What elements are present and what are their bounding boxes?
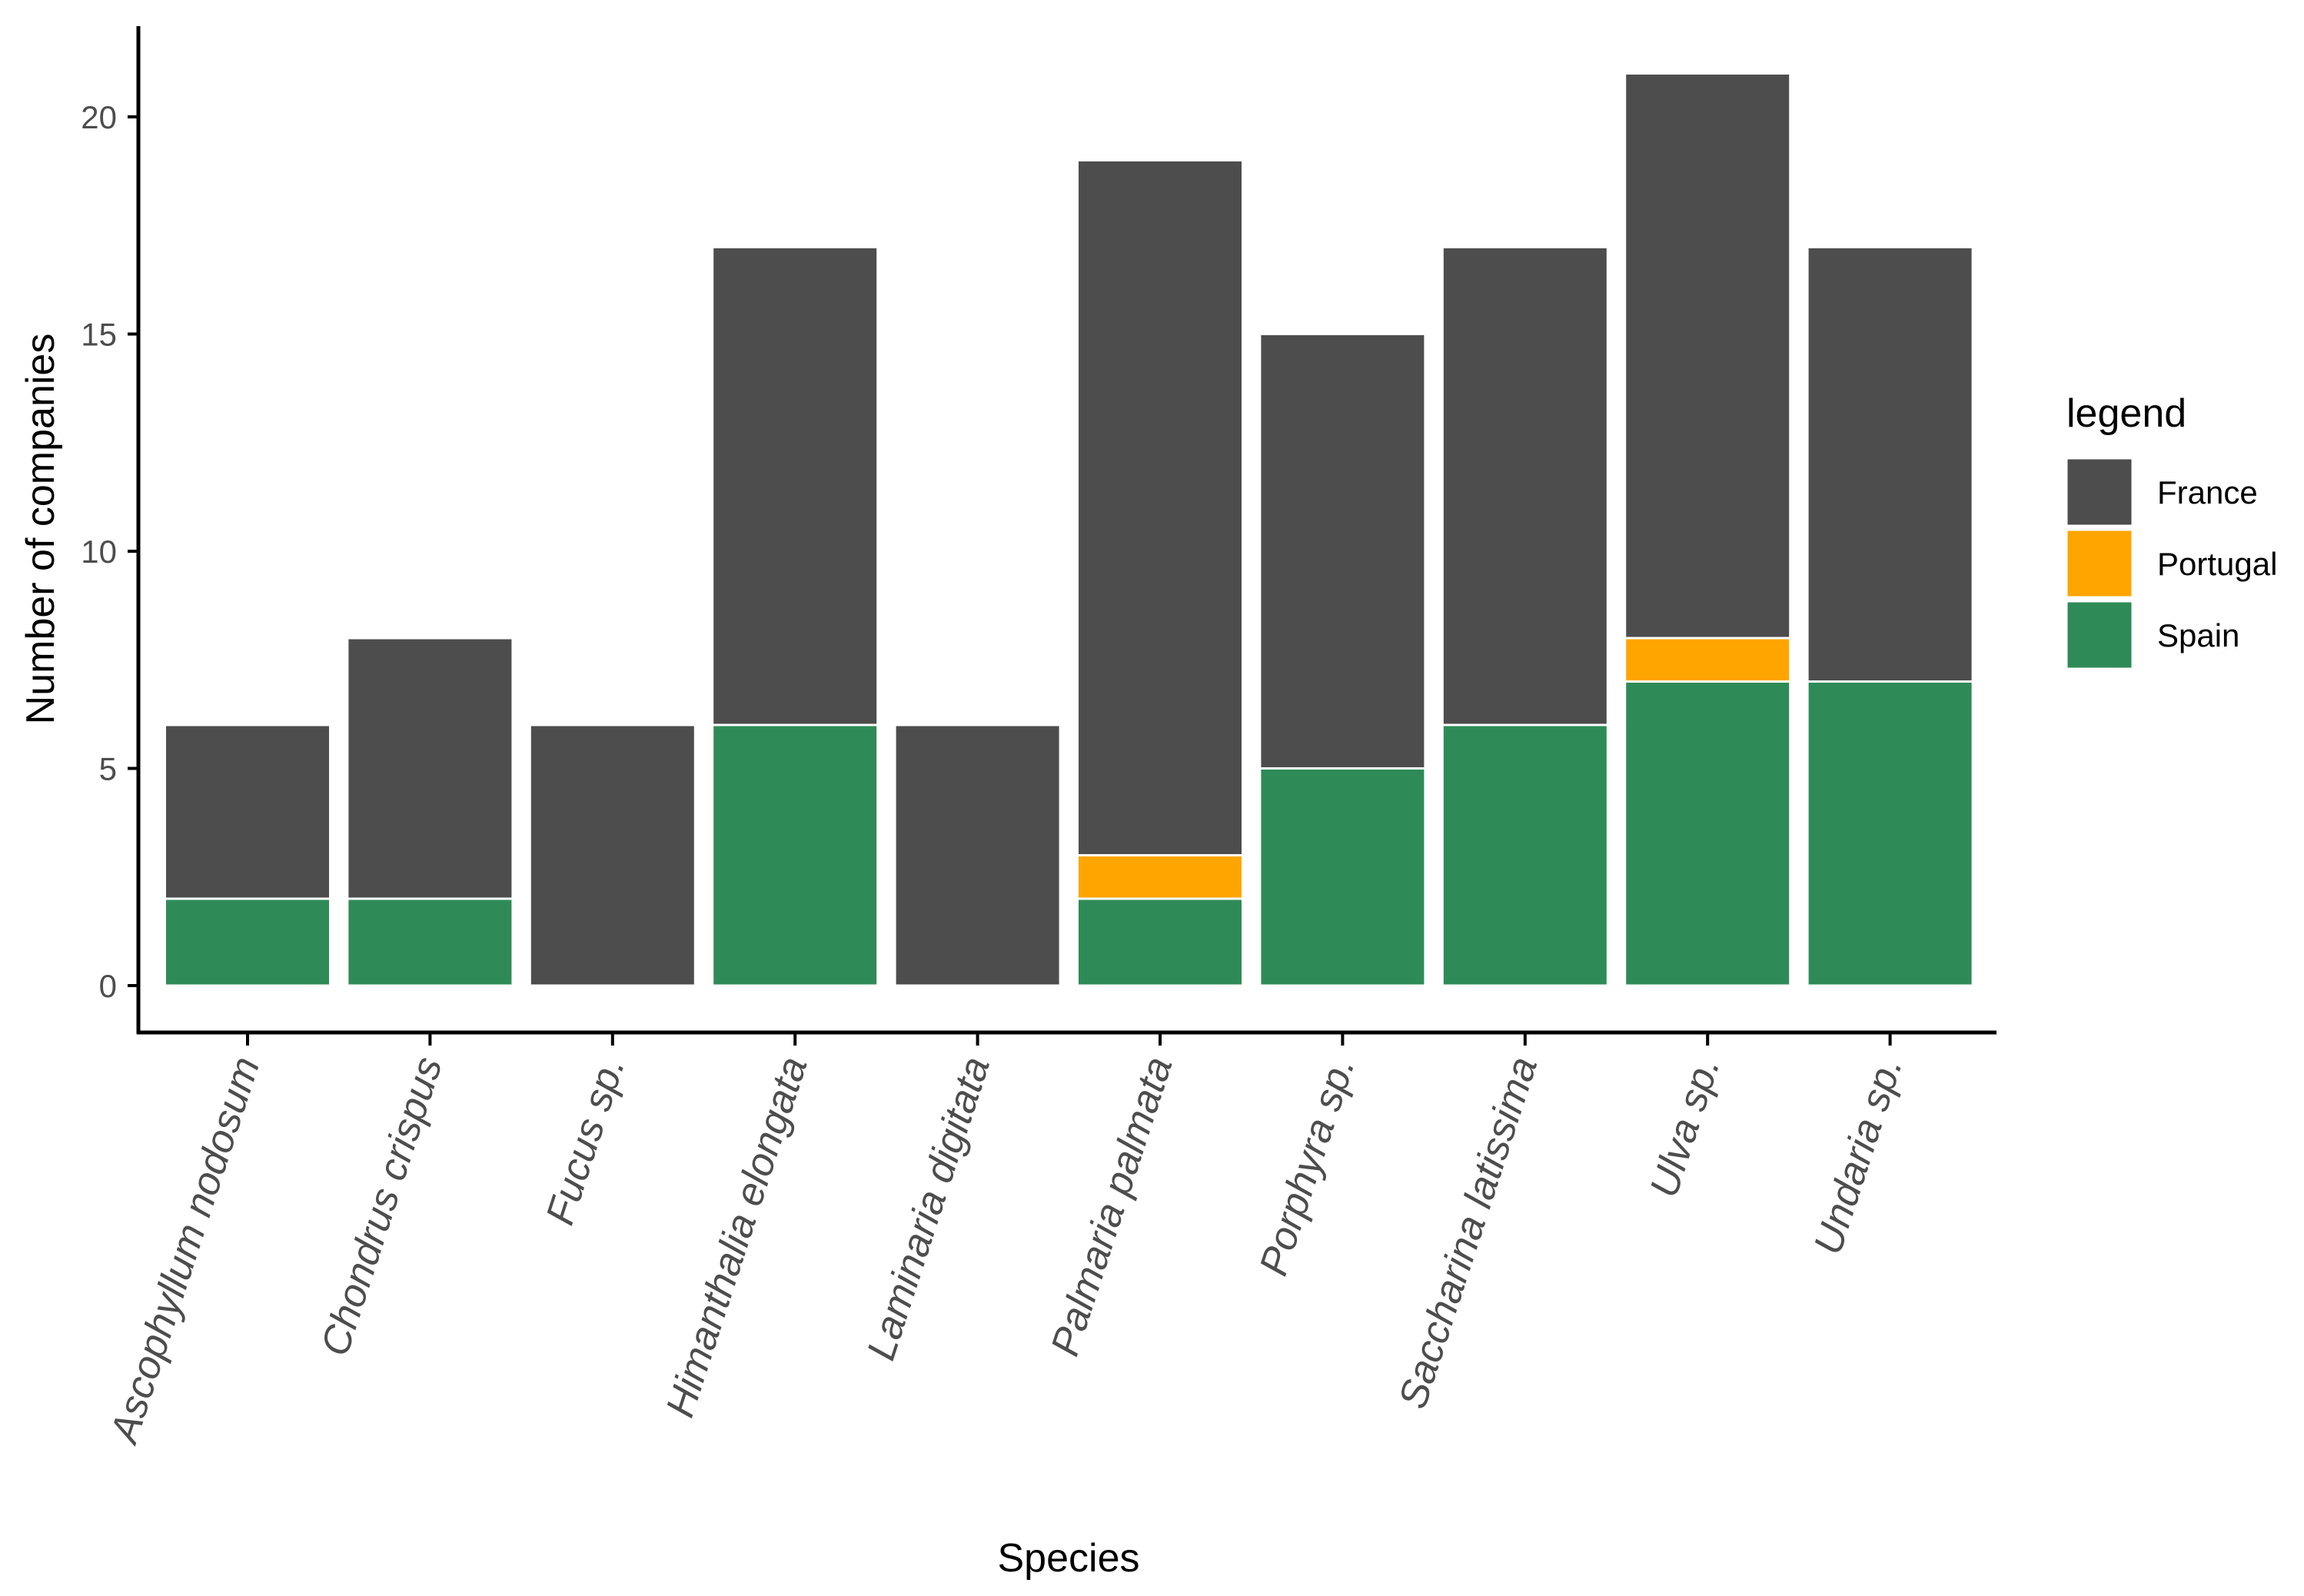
bar-portugal	[1624, 637, 1792, 683]
bar-france	[1258, 333, 1427, 770]
bars-layer	[164, 72, 1974, 987]
bar-france	[1806, 246, 1974, 683]
bar-france	[528, 723, 697, 987]
legend-label-portugal: Portugal	[2157, 546, 2277, 582]
legend-key-spain	[2065, 600, 2134, 670]
y-tick-label: 0	[99, 968, 117, 1004]
x-tick-label: Fucus sp.	[537, 1052, 633, 1230]
x-tick-label: Saccharina latissima	[1391, 1052, 1547, 1414]
bar-spain	[1441, 723, 1609, 987]
bar-france	[164, 723, 331, 900]
bar-spain	[346, 897, 514, 987]
bar-spain	[711, 723, 879, 987]
legend-key-france	[2065, 457, 2134, 527]
y-axis-title: Number of companies	[18, 334, 63, 725]
axes-layer	[136, 26, 1996, 1035]
legend-title: legend	[2066, 391, 2186, 436]
bar-spain	[1806, 680, 1974, 987]
x-ticks: Ascophyllum nodosum Chondrus crispus Fucus…	[101, 1034, 1911, 1450]
y-ticks: 0 5 10 15 20	[81, 99, 138, 1004]
legend: legend France Portugal Spain	[2065, 391, 2277, 670]
bar-france	[1076, 159, 1244, 856]
bar-portugal	[1076, 854, 1244, 900]
bar-spain	[1624, 680, 1792, 987]
legend-key-portugal	[2065, 528, 2134, 599]
x-tick-label: Undaria sp.	[1806, 1052, 1911, 1260]
y-tick-label: 10	[81, 534, 117, 570]
x-tick-label: Ascophyllum nodosum	[101, 1052, 269, 1450]
bar-spain	[1258, 767, 1427, 987]
y-tick-label: 5	[99, 751, 117, 787]
bar-france	[1624, 72, 1792, 640]
legend-label-france: France	[2157, 474, 2258, 510]
bar-france	[893, 723, 1062, 987]
x-tick-label: Ulva sp.	[1641, 1052, 1728, 1203]
x-tick-label: Himanthalia elongata	[657, 1052, 816, 1423]
bar-france	[711, 246, 879, 727]
bar-spain	[1076, 897, 1244, 987]
x-axis-title: Species	[998, 1536, 1140, 1581]
x-tick-label: Porphyra sp.	[1252, 1052, 1364, 1281]
bar-spain	[164, 897, 331, 987]
y-tick-label: 20	[81, 99, 117, 135]
legend-items: France Portugal Spain	[2065, 457, 2277, 670]
x-tick-label: Palmaria palmata	[1042, 1052, 1181, 1362]
x-tick-label: Laminaria digitata	[859, 1052, 999, 1365]
x-tick-label: Chondrus crispus	[313, 1052, 451, 1362]
legend-label-spain: Spain	[2157, 617, 2239, 653]
bar-france	[1441, 246, 1609, 727]
y-tick-label: 15	[81, 317, 117, 353]
bar-france	[346, 637, 514, 900]
